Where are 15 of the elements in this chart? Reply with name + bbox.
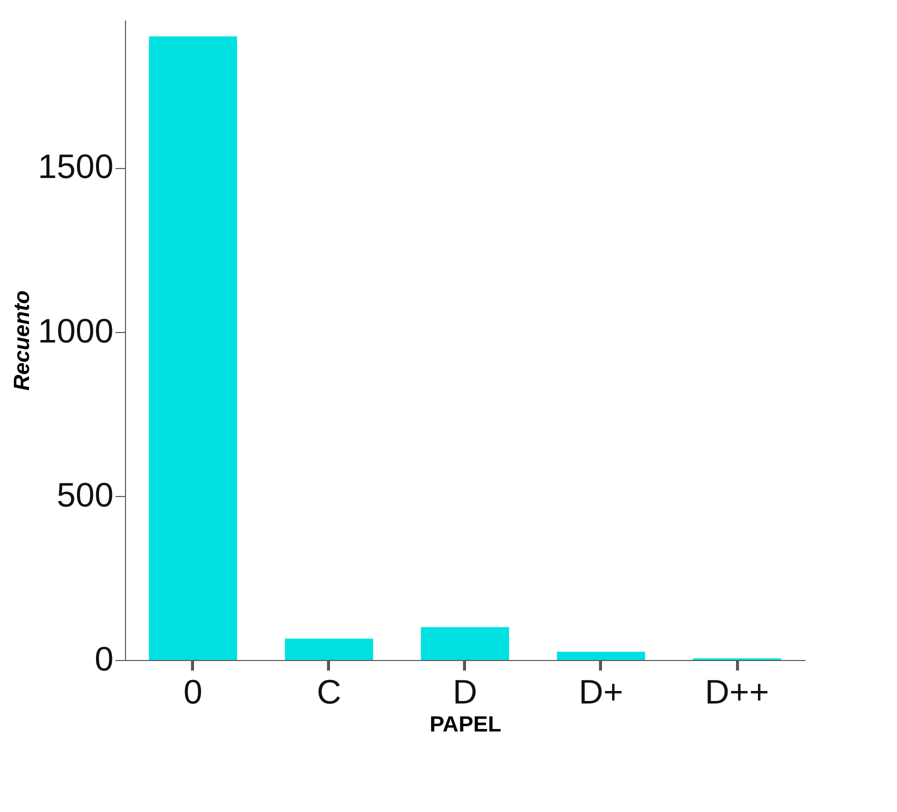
x-tick-label: 0 [184,674,202,712]
bar [148,36,238,660]
bar [556,652,646,660]
bar [420,627,510,660]
y-tick-label: 1500 [38,148,114,186]
y-tick-label: 0 [94,640,114,678]
y-tick-label: 500 [56,476,114,514]
x-tick-label: D+ [578,674,624,712]
x-axis-title: PAPEL [430,712,502,736]
y-tick-label: 1000 [38,312,114,350]
y-axis-title: Recuento [8,290,34,391]
bar [284,638,374,660]
x-tick-label: D [452,674,478,712]
x-tick-label: D++ [704,674,770,712]
x-tick-label: C [316,674,342,712]
